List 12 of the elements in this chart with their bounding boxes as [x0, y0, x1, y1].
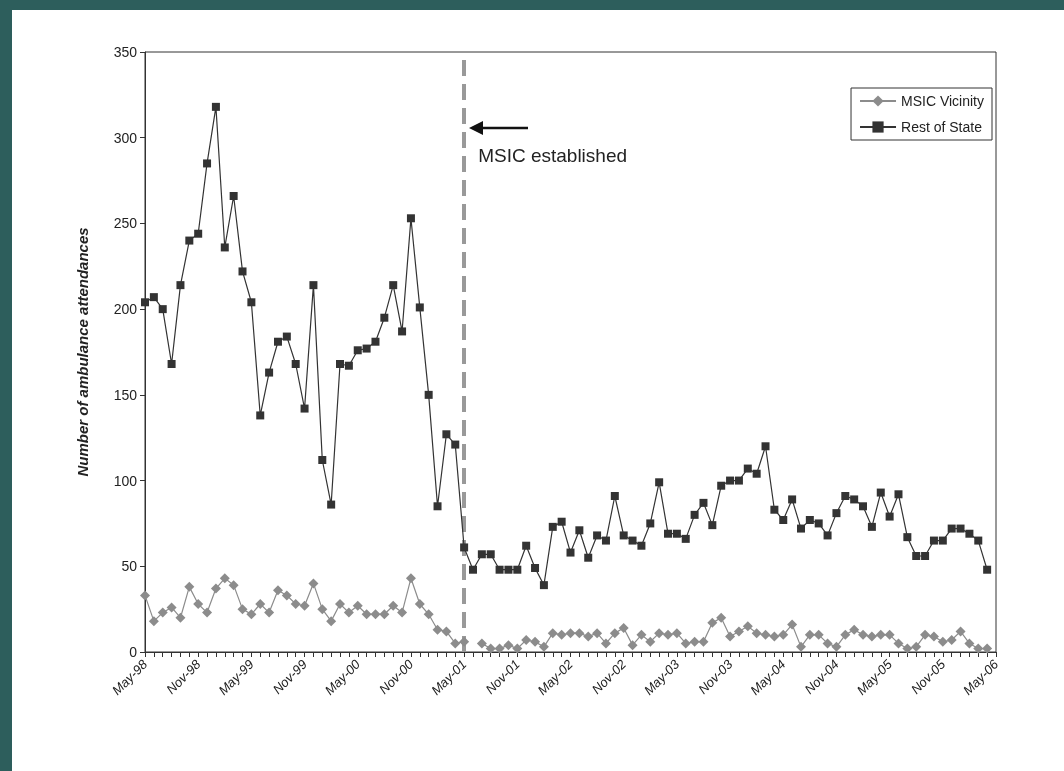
y-tick-label: 0	[129, 644, 138, 660]
y-tick-label: 250	[113, 215, 138, 232]
y-tick-label: 350	[113, 44, 138, 60]
y-tick-label: 200	[113, 301, 138, 318]
y-axis-title: Number of ambulance attendances	[74, 227, 91, 477]
y-tick-label: 300	[113, 129, 138, 146]
legend-label: Rest of State	[901, 119, 983, 135]
y-tick-label: 50	[121, 558, 138, 575]
y-tick-label: 150	[113, 386, 138, 403]
ref-line-label: MSIC established	[478, 145, 628, 166]
legend-label: MSIC Vicinity	[901, 93, 984, 109]
y-tick-label: 100	[113, 472, 138, 489]
